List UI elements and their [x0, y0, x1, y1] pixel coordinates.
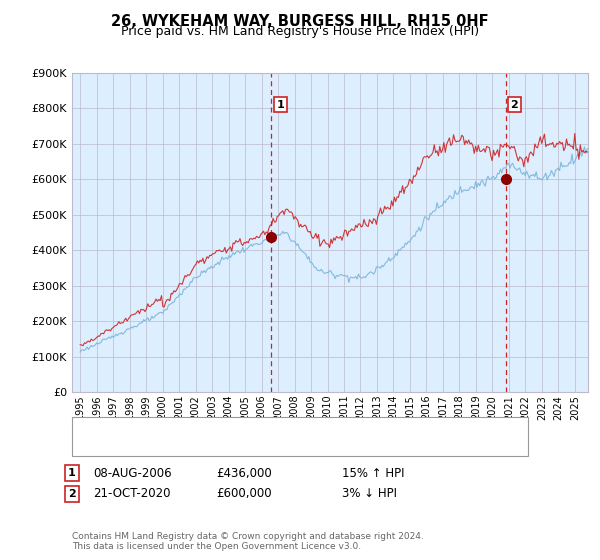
Text: £600,000: £600,000	[216, 487, 272, 501]
Text: 1: 1	[68, 468, 76, 478]
Text: 1: 1	[277, 100, 284, 110]
Text: 2: 2	[68, 489, 76, 499]
Text: 3% ↓ HPI: 3% ↓ HPI	[342, 487, 397, 501]
Text: Contains HM Land Registry data © Crown copyright and database right 2024.
This d: Contains HM Land Registry data © Crown c…	[72, 532, 424, 552]
Text: £436,000: £436,000	[216, 466, 272, 480]
Text: HPI: Average price, detached house, Mid Sussex: HPI: Average price, detached house, Mid …	[120, 440, 389, 450]
Text: 15% ↑ HPI: 15% ↑ HPI	[342, 466, 404, 480]
Text: Price paid vs. HM Land Registry's House Price Index (HPI): Price paid vs. HM Land Registry's House …	[121, 25, 479, 38]
Text: 08-AUG-2006: 08-AUG-2006	[93, 466, 172, 480]
Text: 26, WYKEHAM WAY, BURGESS HILL, RH15 0HF: 26, WYKEHAM WAY, BURGESS HILL, RH15 0HF	[111, 14, 489, 29]
Text: 21-OCT-2020: 21-OCT-2020	[93, 487, 170, 501]
Text: 26, WYKEHAM WAY, BURGESS HILL, RH15 0HF (detached house): 26, WYKEHAM WAY, BURGESS HILL, RH15 0HF …	[120, 424, 478, 434]
Text: 2: 2	[511, 100, 518, 110]
